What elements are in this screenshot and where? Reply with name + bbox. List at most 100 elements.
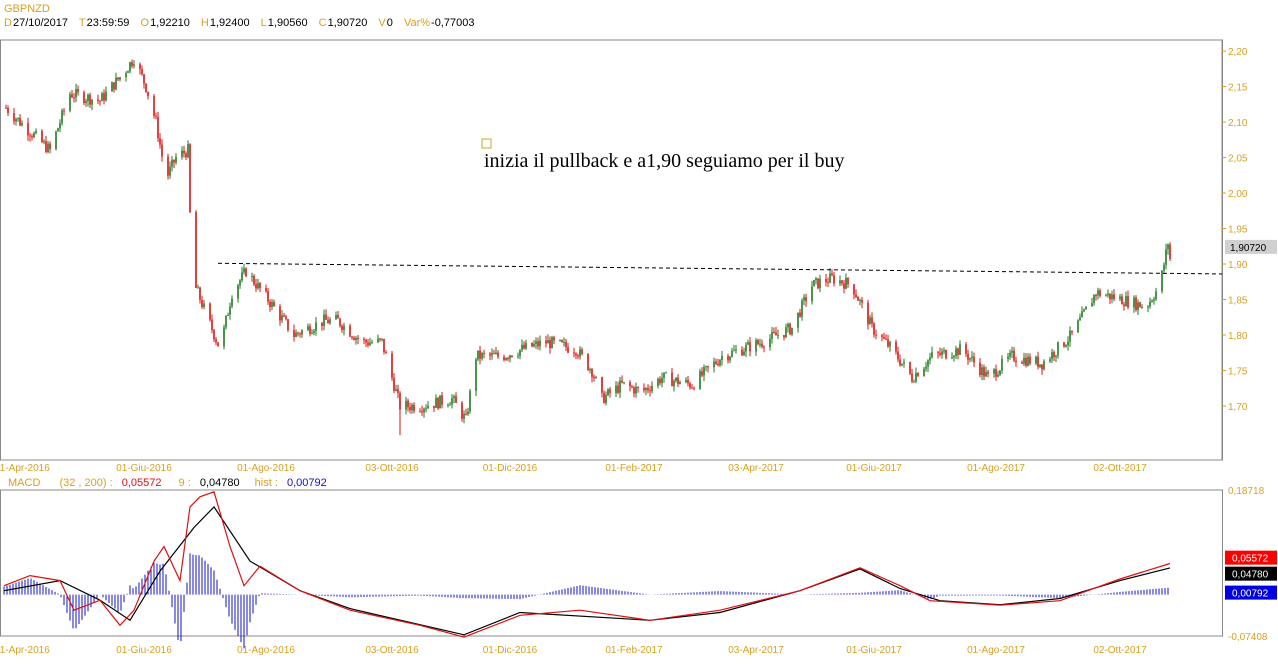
candle: [1009, 349, 1011, 360]
candle-body: [343, 325, 345, 331]
candle-body: [41, 130, 43, 143]
candle: [1127, 290, 1129, 310]
candle-body: [435, 397, 437, 408]
candle-body: [929, 357, 931, 361]
candle-body: [647, 388, 649, 391]
candle-body: [1055, 355, 1057, 357]
candle-body: [847, 277, 849, 285]
candle-body: [315, 322, 317, 331]
candle-body: [589, 369, 591, 371]
hist-value: 0,00792: [286, 477, 327, 489]
candle-body: [363, 339, 365, 341]
candle-body: [1167, 244, 1169, 250]
candle: [281, 310, 283, 324]
candle: [491, 348, 493, 360]
candle-body: [1147, 306, 1149, 308]
candle-body: [885, 338, 887, 340]
candle: [259, 282, 261, 293]
candle: [915, 367, 917, 384]
candle-body: [1139, 302, 1141, 308]
candle-body: [31, 136, 33, 138]
candle: [567, 343, 569, 354]
candle-body: [985, 371, 987, 377]
candle-body: [801, 300, 803, 317]
candle: [241, 266, 243, 283]
candle: [257, 278, 259, 290]
candle: [75, 83, 77, 103]
macd-value: 0,05572: [121, 477, 162, 489]
macd-pane-frame: [0, 489, 1223, 637]
candle-body: [493, 353, 495, 355]
candle-body: [309, 326, 311, 334]
date-tick-label: 03-Ott-2016: [365, 463, 419, 474]
candle: [1043, 359, 1045, 371]
candle-body: [757, 340, 759, 345]
price-tick-label: 1,95: [1228, 225, 1248, 236]
candle-body: [643, 387, 645, 391]
candle: [295, 329, 297, 338]
candle-body: [1013, 350, 1015, 361]
candle-body: [553, 337, 555, 341]
candle-body: [731, 350, 733, 357]
candle: [369, 337, 371, 346]
candle: [119, 76, 121, 82]
candle: [461, 401, 463, 422]
candle-body: [13, 113, 15, 122]
candle-body: [391, 353, 393, 378]
candle: [775, 326, 777, 336]
open-label: O: [140, 17, 150, 29]
candle: [829, 268, 831, 284]
candle: [489, 352, 491, 361]
candle: [195, 210, 197, 289]
candle-body: [651, 385, 653, 392]
candle-body: [467, 411, 469, 415]
candle-body: [957, 348, 959, 355]
signal-value-tag-box: [1225, 566, 1277, 581]
candle: [57, 127, 59, 132]
candle-body: [679, 382, 681, 385]
candle: [61, 108, 63, 126]
candle: [1123, 301, 1125, 311]
candle-body: [755, 340, 757, 352]
candle: [273, 299, 275, 307]
candle: [321, 322, 323, 331]
candle-body: [1111, 294, 1113, 300]
candle: [1083, 308, 1085, 313]
candle-body: [1133, 297, 1135, 308]
candle-body: [637, 387, 639, 389]
candle-body: [413, 404, 415, 412]
candle-body: [939, 352, 941, 355]
candle-body: [701, 371, 703, 376]
candle: [41, 129, 43, 144]
candle: [1095, 293, 1097, 301]
candle-body: [619, 380, 621, 393]
candle-body: [285, 316, 287, 320]
candle: [713, 357, 715, 373]
candle-body: [537, 341, 539, 347]
candle-body: [839, 280, 841, 284]
candle: [293, 324, 295, 342]
symbol: GBPNZD: [4, 3, 50, 15]
candle: [31, 133, 33, 141]
candle: [1079, 313, 1081, 321]
candle: [769, 333, 771, 351]
candle: [307, 323, 309, 331]
candle-body: [1113, 294, 1115, 300]
candle-body: [531, 342, 533, 347]
candle-body: [951, 357, 953, 359]
candle-body: [713, 361, 715, 368]
candle: [483, 349, 485, 359]
candle-body: [47, 143, 49, 152]
candle: [1053, 350, 1055, 362]
candle: [979, 358, 981, 378]
candle-body: [631, 386, 633, 388]
candle: [1067, 336, 1069, 351]
candle: [855, 289, 857, 298]
hist-label: hist :: [254, 477, 278, 489]
date-tick-label: 02-Ott-2017: [1093, 463, 1147, 474]
candle-body: [505, 358, 507, 361]
candle-body: [545, 340, 547, 344]
candle: [633, 385, 635, 398]
candle: [761, 339, 763, 349]
